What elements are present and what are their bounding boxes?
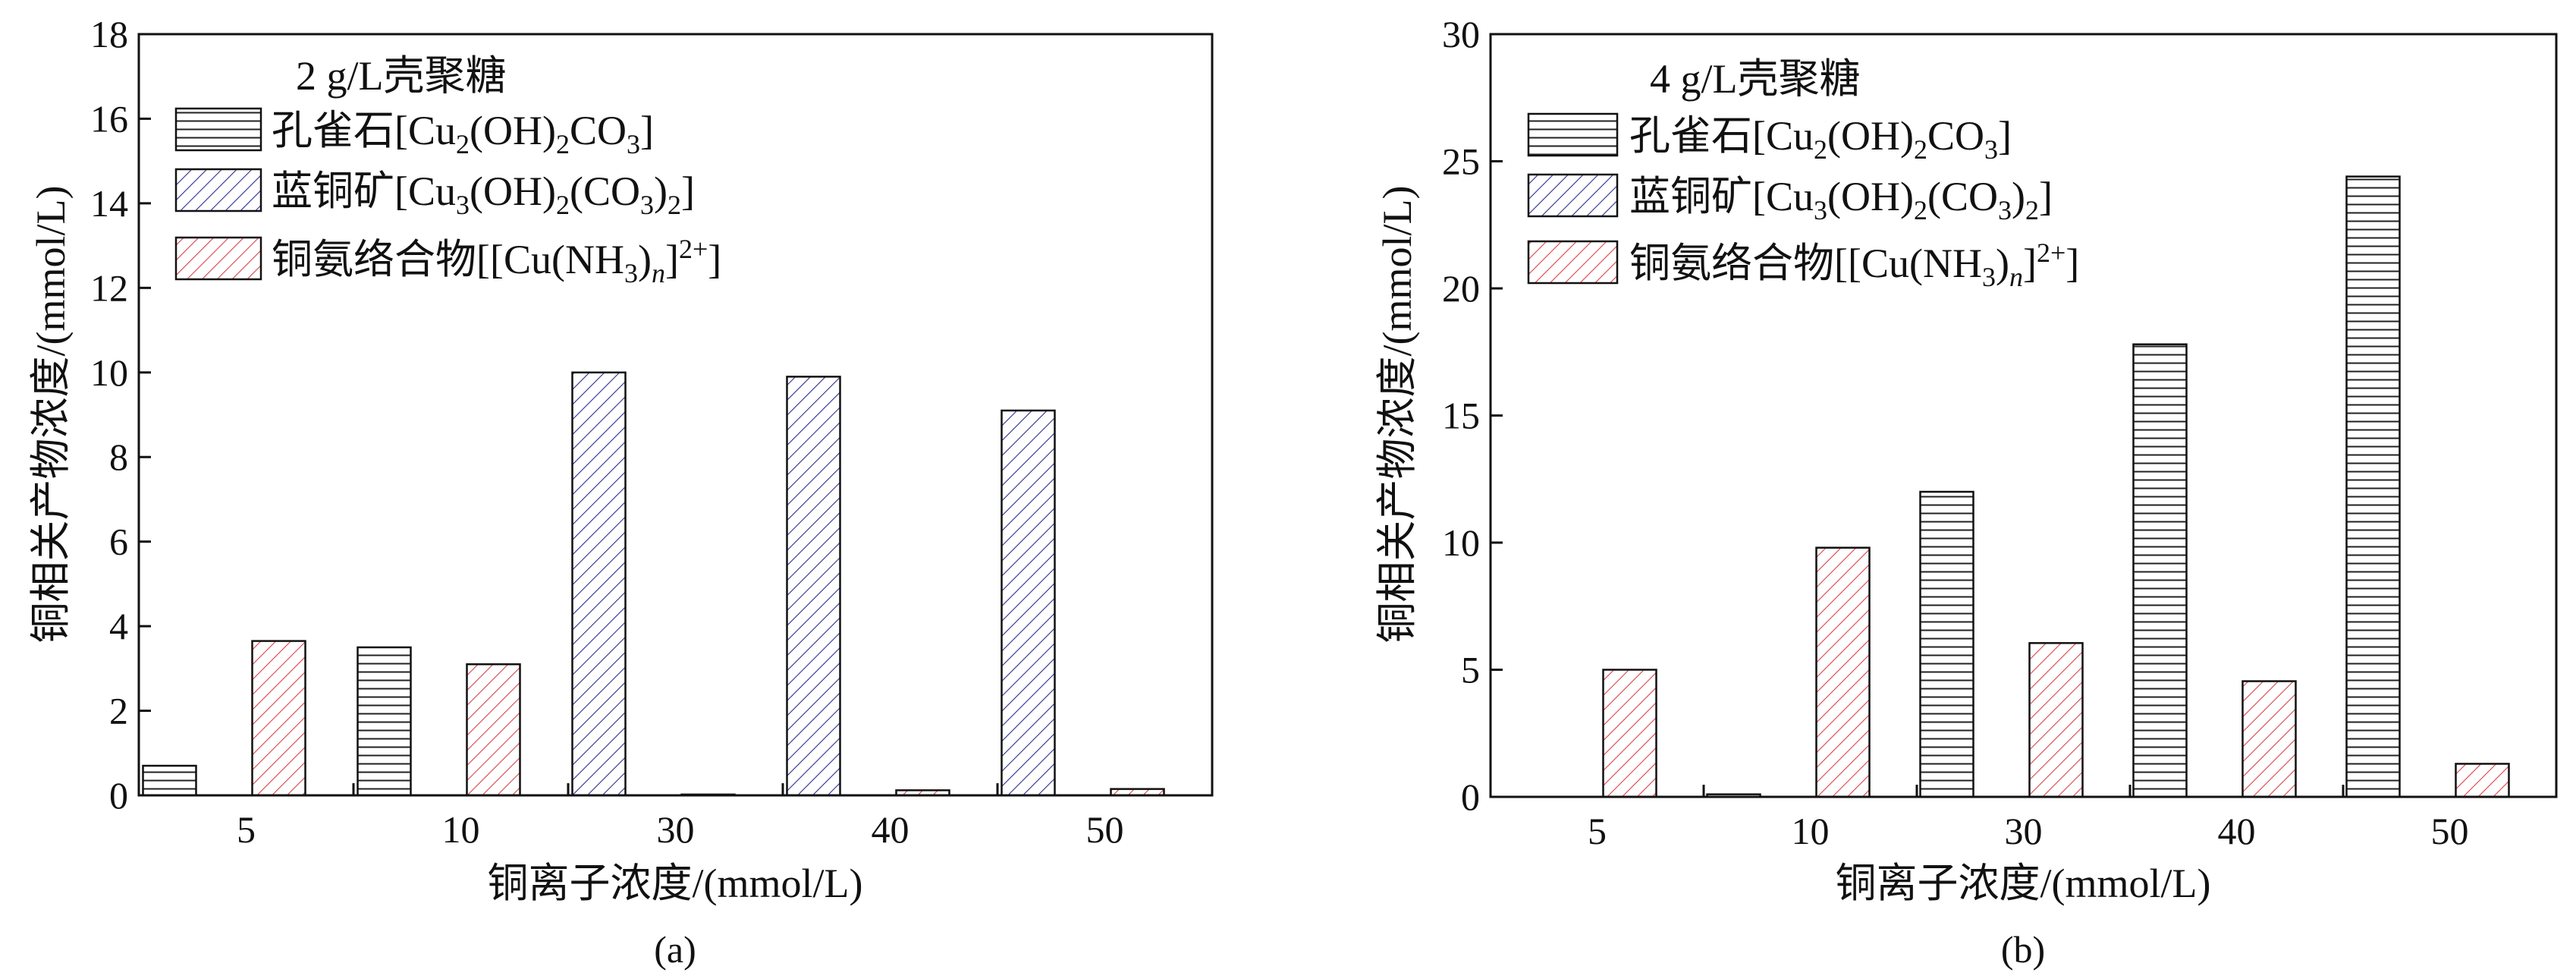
legend-swatch-complex	[174, 236, 262, 281]
y-tick-label: 0	[109, 774, 128, 817]
legend: 4 g/L壳聚糖 孔雀石[Cu2(OH)2CO3] 蓝铜矿[Cu3(OH)2(C…	[1527, 56, 2079, 292]
y-tick-label: 10	[90, 351, 128, 394]
x-tick-label: 5	[1588, 810, 1607, 852]
y-tick-label: 20	[1442, 267, 1480, 310]
legend-swatch-azurite	[174, 168, 262, 212]
y-tick-label: 6	[109, 521, 128, 563]
chart-panel-a: 0 2 4 6 8 10 12 14 16 18 5 10 30 40 50 铜相关产物浓度/(mmol/…	[28, 13, 1214, 971]
panel-label: (a)	[654, 928, 696, 971]
bar-azurite-30	[571, 371, 627, 797]
bar-malachite-50	[2345, 175, 2401, 798]
y-tick-label: 8	[109, 436, 128, 478]
y-tick-label: 4	[109, 605, 128, 647]
legend-swatch-complex	[1527, 240, 1619, 285]
y-axis-title: 铜相关产物浓度/(mmol/L)	[1374, 186, 1420, 644]
x-tick-label: 40	[2218, 810, 2256, 852]
legend-swatch-azurite	[1527, 173, 1619, 218]
y-tick-label: 5	[1461, 649, 1480, 691]
bar-azurite-40	[786, 376, 841, 797]
bars	[142, 371, 1165, 797]
bar-malachite-30	[1919, 490, 1974, 798]
legend-label-azurite: 蓝铜矿[Cu3(OH)2(CO3)2]	[272, 168, 695, 220]
y-tick-label: 30	[1442, 13, 1480, 55]
y-tick-label: 2	[109, 690, 128, 732]
x-axis-title: 铜离子浓度/(mmol/L)	[488, 861, 863, 906]
bar-azurite-50	[1001, 409, 1056, 797]
x-tick-label: 10	[1792, 810, 1830, 852]
legend: 2 g/L壳聚糖 孔雀石[Cu2(OH)2CO3] 蓝铜矿[Cu3(OH)2(C…	[174, 53, 721, 288]
x-tick-label: 30	[657, 808, 695, 851]
y-tick-label: 25	[1442, 140, 1480, 183]
x-tick-label: 50	[2431, 810, 2469, 852]
legend-label-azurite: 蓝铜矿[Cu3(OH)2(CO3)2]	[1629, 174, 2053, 225]
x-tick-label: 30	[2005, 810, 2043, 852]
x-axis-title: 铜离子浓度/(mmol/L)	[1836, 861, 2211, 906]
bar-complex-10	[466, 663, 521, 797]
bar-malachite-5	[142, 764, 197, 797]
bar-complex-50	[2455, 763, 2510, 798]
legend-swatch-malachite	[1527, 112, 1619, 157]
x-tick-label: 40	[872, 808, 909, 851]
x-tick-label: 5	[237, 808, 256, 851]
bar-complex-5	[251, 640, 306, 797]
bar-complex-5	[1602, 669, 1657, 798]
y-tick-label: 10	[1442, 521, 1480, 564]
y-tick-label: 0	[1461, 776, 1480, 818]
legend-label-complex: 铜氨络合物[[Cu(NH3)n]2+]	[272, 234, 721, 288]
y-tick-label: 15	[1442, 395, 1480, 437]
legend-swatch-malachite	[174, 107, 262, 152]
x-axis-ticks: 5 10 30 40 50	[237, 783, 1124, 851]
panel-label: (b)	[2001, 928, 2045, 971]
y-tick-label: 14	[90, 182, 128, 225]
y-axis-title: 铜相关产物浓度/(mmol/L)	[28, 186, 74, 644]
bar-malachite-10	[357, 646, 412, 797]
legend-title: 4 g/L壳聚糖	[1650, 56, 1861, 102]
legend-label-malachite: 孔雀石[Cu2(OH)2CO3]	[272, 108, 654, 159]
bars	[1602, 175, 2510, 798]
x-axis-ticks: 5 10 30 40 50	[1588, 785, 2469, 852]
legend-label-complex: 铜氨络合物[[Cu(NH3)n]2+]	[1629, 238, 2079, 292]
y-axis-ticks: 0 2 4 6 8 10 12 14 16 18	[90, 13, 151, 817]
bar-complex-40	[2241, 680, 2297, 798]
legend-title: 2 g/L壳聚糖	[296, 53, 507, 99]
y-axis-ticks: 0 5 10 15 20 25 30	[1442, 13, 1503, 818]
y-tick-label: 16	[90, 97, 128, 140]
plot-frame	[1489, 33, 2558, 798]
x-tick-label: 10	[442, 808, 480, 851]
bar-complex-10	[1815, 546, 1871, 798]
legend-label-malachite: 孔雀石[Cu2(OH)2CO3]	[1629, 113, 2012, 165]
plot-frame	[137, 33, 1214, 797]
y-tick-label: 18	[90, 13, 128, 55]
bar-complex-30	[2028, 642, 2084, 798]
y-tick-label: 12	[90, 266, 128, 309]
bar-malachite-40	[2132, 343, 2188, 798]
x-tick-label: 50	[1086, 808, 1124, 851]
